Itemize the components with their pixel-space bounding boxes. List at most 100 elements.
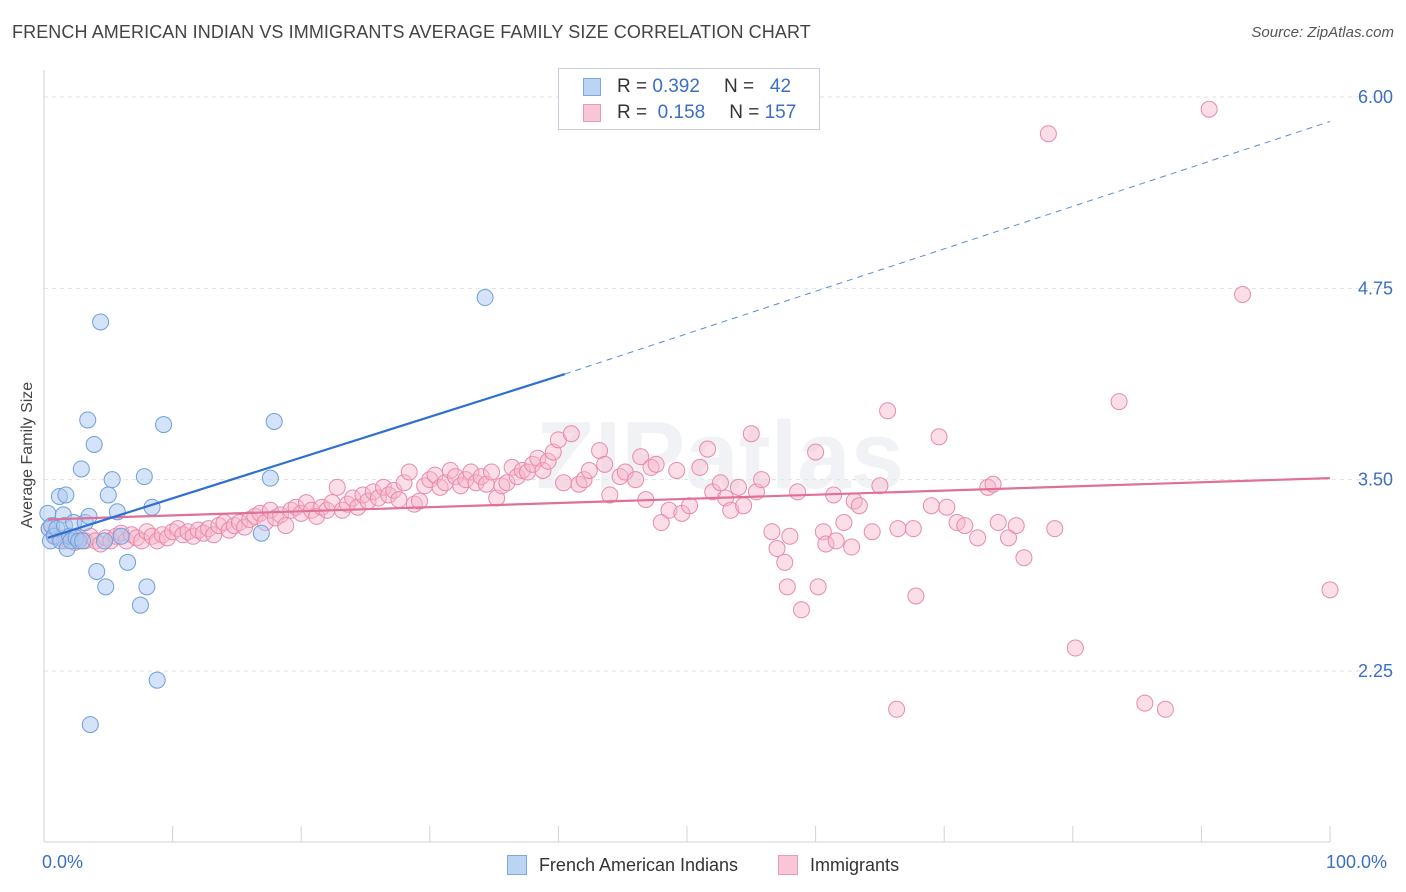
y-tick-label: 4.75 <box>1358 278 1393 298</box>
source-credit: Source: ZipAtlas.com <box>1251 24 1394 41</box>
immigrants-point <box>1321 581 1339 599</box>
french-american-indians-point <box>119 553 137 571</box>
r-label: R = <box>617 76 648 97</box>
immigrants-point <box>652 514 670 532</box>
immigrants-point <box>534 461 552 479</box>
stats-legend: R = 0.392 N = 42 R = 0.158 N = 157 <box>558 68 820 130</box>
legend-label: French American Indians <box>538 854 739 875</box>
french-american-indians-point <box>57 486 75 504</box>
french-american-indians-point <box>72 460 90 478</box>
y-tick-label: 6.00 <box>1358 87 1393 107</box>
french-american-indians-point <box>92 313 110 331</box>
r-label: R = <box>617 102 648 123</box>
immigrants-point <box>164 523 182 541</box>
immigrants-point <box>817 535 835 553</box>
y-tick-label: 3.50 <box>1358 470 1393 490</box>
french-american-indians-point <box>265 413 283 431</box>
immigrants-point <box>807 443 825 461</box>
immigrants-point <box>711 474 729 492</box>
x-tick-max: 100.0% <box>1326 852 1388 872</box>
immigrants-point <box>879 402 897 420</box>
legend-item-immigrants: Immigrants <box>778 855 899 876</box>
immigrants-point <box>778 578 796 596</box>
french-american-indians-point <box>108 503 126 521</box>
y-tick-label: 2.25 <box>1358 661 1393 681</box>
immigrants-point <box>729 478 747 496</box>
immigrants-point <box>660 501 678 519</box>
french-american-indians-point <box>131 596 149 614</box>
immigrants-point <box>1039 125 1057 143</box>
y-axis-label: Average Family Size <box>19 381 36 529</box>
legend-item-french-american-indians: French American Indians <box>506 854 739 876</box>
immigrants-point <box>493 477 511 495</box>
immigrants-point <box>722 501 740 519</box>
trend-lines <box>47 121 1331 539</box>
immigrants-point <box>380 486 398 504</box>
french-american-indians-point <box>79 411 97 429</box>
immigrants-point <box>328 478 346 496</box>
source-value: ZipAtlas.com <box>1307 24 1394 41</box>
immigrants-point <box>277 517 295 535</box>
immigrants-point <box>596 455 614 473</box>
legend-swatch-pink <box>778 855 799 875</box>
immigrants-point <box>888 700 906 718</box>
immigrants-point <box>627 471 645 489</box>
immigrants-point <box>1110 393 1128 411</box>
immigrants-trend-line <box>47 477 1331 521</box>
french-american-indians-point <box>148 671 166 689</box>
immigrants-point <box>575 471 593 489</box>
immigrants-point <box>668 461 686 479</box>
immigrants-point <box>210 517 228 535</box>
french-american-indians-point <box>103 471 121 489</box>
immigrants-point <box>907 587 925 605</box>
immigrants-point <box>1156 700 1174 718</box>
immigrants-point <box>230 514 248 532</box>
immigrants-point <box>555 474 573 492</box>
immigrants-point <box>431 478 449 496</box>
immigrants-point <box>1136 694 1154 712</box>
immigrants-point <box>989 514 1007 532</box>
french-american-indians-point <box>112 527 130 545</box>
immigrants-point <box>153 526 171 544</box>
french-american-indians-point <box>81 716 99 734</box>
french-american-indians-point <box>95 532 113 550</box>
immigrants-point <box>930 428 948 446</box>
french-american-indians-point <box>138 578 156 596</box>
immigrants-point <box>742 425 760 443</box>
immigrants-point <box>763 523 781 541</box>
r-value: 0.392 <box>652 76 700 97</box>
immigrants-point <box>850 497 868 515</box>
series-legend: French American Indians Immigrants <box>0 852 1406 878</box>
french-american-indians-trend-extension <box>564 121 1331 375</box>
immigrants-point <box>904 520 922 538</box>
immigrants-point <box>205 526 223 544</box>
french-american-indians-point <box>99 486 117 504</box>
french-american-indians-point <box>74 532 92 550</box>
immigrants-point <box>642 458 660 476</box>
r-value: 0.158 <box>657 102 706 123</box>
stats-legend-row-blue: R = 0.392 N = 42 <box>583 75 791 99</box>
immigrants-point <box>1046 520 1064 538</box>
immigrants-point <box>681 497 699 515</box>
french-american-indians-point <box>155 416 173 434</box>
stats-legend-row-pink: R = 0.158 N = 157 <box>583 101 796 125</box>
immigrants-point <box>400 463 418 481</box>
n-value: 157 <box>764 102 797 123</box>
immigrants-point <box>827 532 845 550</box>
legend-label: Immigrants <box>810 854 900 875</box>
immigrants-point <box>781 527 799 545</box>
immigrants-point <box>789 483 807 501</box>
immigrants-point <box>768 540 786 558</box>
immigrants-point <box>447 468 465 486</box>
immigrants-point <box>483 463 501 481</box>
immigrants-point <box>462 463 480 481</box>
immigrants-point <box>498 474 516 492</box>
immigrants-point <box>922 497 940 515</box>
axes <box>43 70 1331 843</box>
x-tick-min: 0.0% <box>42 852 84 872</box>
grid-lines <box>44 96 1393 672</box>
immigrants-point <box>776 553 794 571</box>
immigrants-point <box>647 455 665 473</box>
immigrants-point <box>938 498 956 516</box>
immigrants-point <box>699 440 717 458</box>
